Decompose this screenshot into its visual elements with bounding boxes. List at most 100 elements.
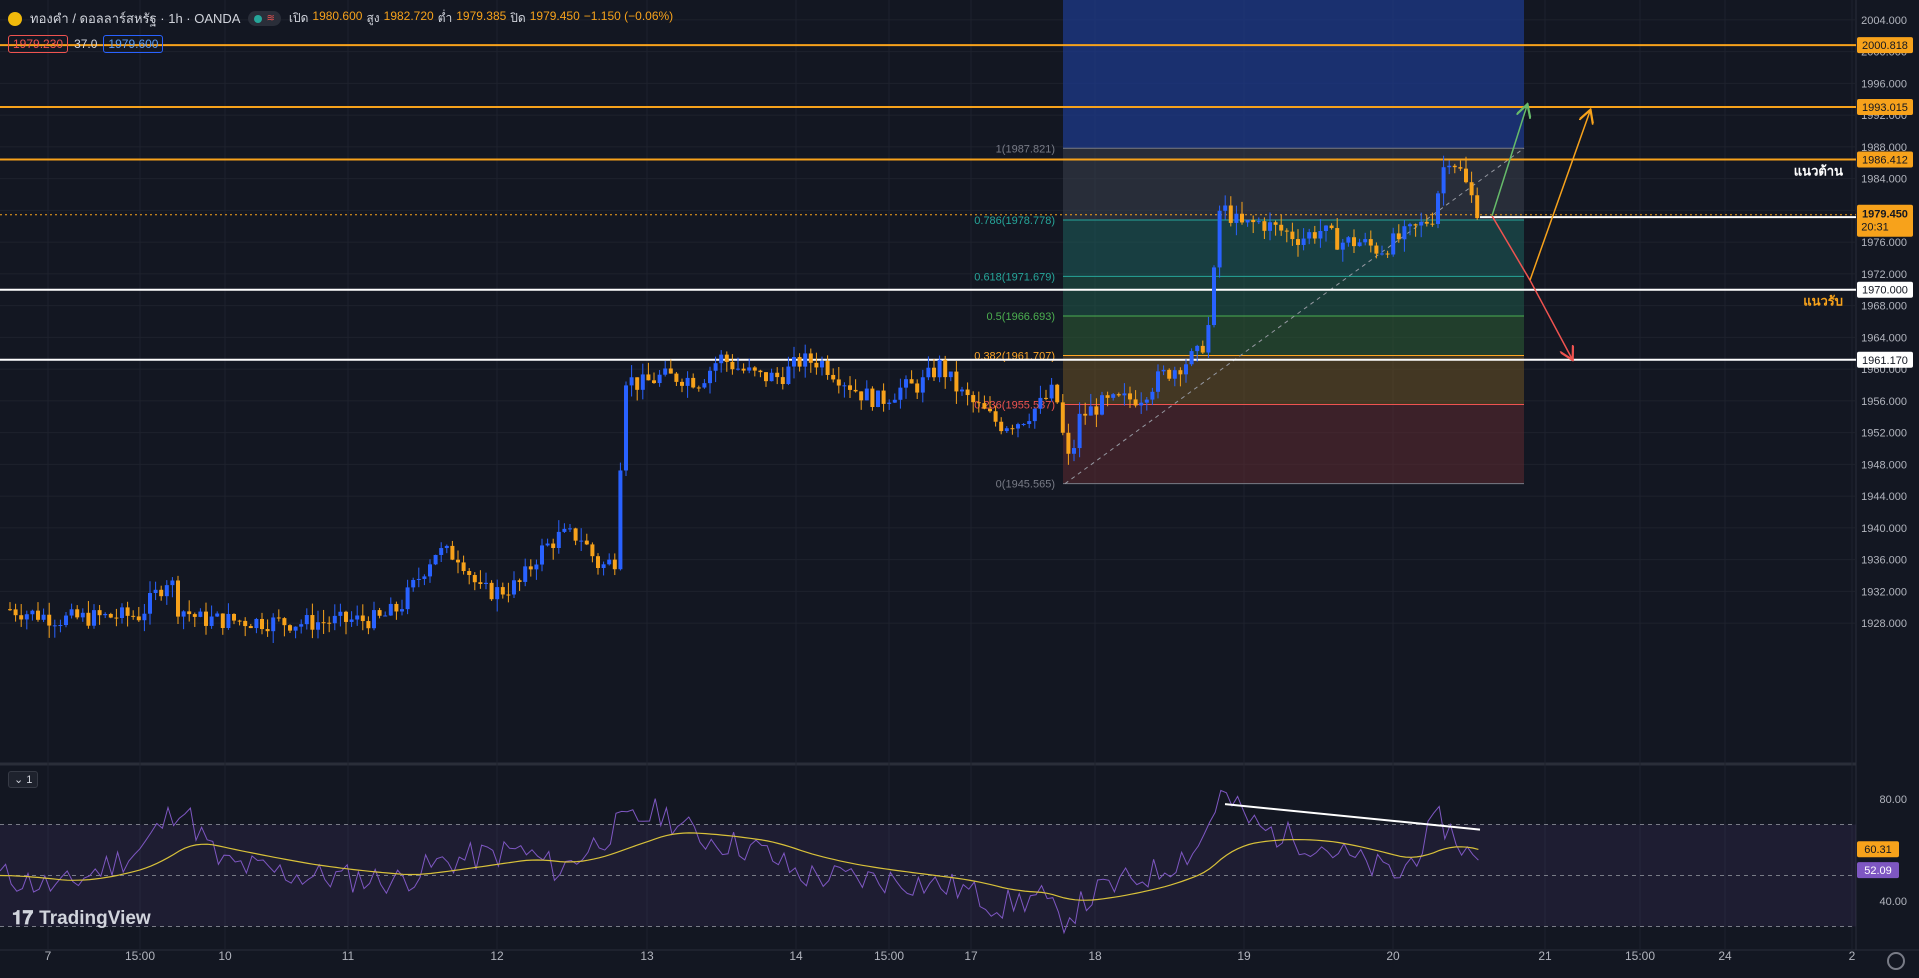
candle-body — [444, 545, 449, 549]
candle-body — [1139, 402, 1144, 406]
candle-body — [69, 609, 74, 616]
candle-body — [192, 614, 197, 617]
low-label: ต่ำ — [437, 11, 453, 25]
buy-button[interactable]: 1979.600 — [103, 35, 164, 53]
candle-body — [775, 372, 780, 378]
candle-body — [472, 575, 477, 583]
candle-body — [792, 357, 796, 367]
support-label: แนวรับ — [1803, 294, 1843, 309]
candle-body — [170, 580, 175, 586]
candle-body — [1150, 391, 1155, 400]
candle-body — [243, 620, 248, 627]
candle-body — [1105, 395, 1110, 398]
symbol-title[interactable]: ทองคำ / ดอลลาร์สหรัฐ · 1h · OANDA — [30, 11, 241, 26]
candle-body — [30, 610, 35, 615]
waves-icon: ≋ — [266, 13, 275, 24]
candle-body — [517, 580, 522, 582]
candle-body — [1217, 210, 1222, 268]
candle-body — [1419, 221, 1424, 226]
candle-body — [372, 610, 376, 629]
candle-body — [629, 377, 634, 386]
candle-body — [1077, 413, 1082, 449]
candle-body — [92, 610, 96, 626]
candle-body — [663, 368, 668, 375]
candle-body — [1284, 230, 1289, 232]
candle-body — [1088, 406, 1093, 416]
candle-body — [948, 371, 953, 378]
rsi-line — [0, 789, 1479, 935]
candle-body — [1100, 395, 1104, 415]
rsi-value-tag — [1857, 862, 1899, 879]
candle-body — [1072, 448, 1076, 454]
current-price-tag — [1857, 204, 1913, 237]
rsi-length: 1 — [26, 774, 33, 786]
market-status-pill[interactable]: ≋ — [248, 11, 281, 26]
candle-body — [999, 421, 1004, 432]
candle-body — [125, 607, 130, 616]
time-axis-tick: 24 — [1718, 949, 1732, 963]
price-axis-tick: 1968.000 — [1861, 301, 1907, 313]
candle-body — [853, 389, 858, 392]
candle-body — [674, 373, 679, 382]
candle-body — [293, 626, 298, 631]
candle-body — [1021, 423, 1026, 425]
settings-gear-icon[interactable] — [1887, 952, 1905, 970]
close-label: ปิด — [510, 11, 526, 25]
candle-body — [719, 354, 724, 364]
market-open-icon — [254, 14, 263, 23]
candle-body — [1346, 237, 1351, 243]
candle-body — [1464, 168, 1468, 183]
open-label: เปิด — [288, 11, 309, 25]
current-price-tag-value: 1979.450 — [1862, 209, 1908, 221]
candle-body — [467, 571, 472, 576]
candle-body — [954, 371, 959, 392]
candle-body — [1094, 406, 1099, 415]
candle-body — [1049, 384, 1054, 399]
candle-body — [652, 380, 656, 384]
rsi-ma-tag-text: 60.31 — [1864, 844, 1892, 856]
sell-button[interactable]: 1979.230 — [8, 35, 69, 53]
candle-body — [450, 545, 455, 560]
candle-body — [1206, 325, 1211, 353]
rsi-ma-tag — [1857, 841, 1899, 858]
candle-body — [187, 611, 192, 615]
candle-body — [943, 359, 948, 378]
time-axis-tick: 15:00 — [874, 949, 904, 963]
price-axis-tick: 1952.000 — [1861, 428, 1907, 440]
high-value: 1982.720 — [383, 9, 434, 23]
tradingview-logo-icon: 𝟏𝟕 — [12, 908, 34, 929]
candle-body — [864, 388, 869, 401]
candle-body — [836, 379, 841, 386]
candle-body — [209, 616, 214, 626]
candle-body — [915, 383, 920, 393]
candle-body — [489, 582, 494, 600]
rsi-value-tag-text: 52.09 — [1864, 865, 1892, 877]
price-axis-tick: 1996.000 — [1861, 78, 1907, 90]
candle-body — [551, 543, 556, 549]
trade-buttons: 1979.230 37.0 1979.600 — [8, 35, 164, 53]
candle-body — [248, 626, 253, 629]
candle-body — [1447, 165, 1452, 168]
candle-body — [909, 379, 914, 384]
candle-body — [1111, 394, 1116, 398]
candle-body — [97, 610, 102, 616]
candle-body — [1060, 402, 1065, 433]
price-axis-tick: 1928.000 — [1861, 618, 1907, 630]
candle-body — [932, 367, 936, 378]
rsi-collapse-button[interactable]: ⌄ 1 — [8, 771, 39, 788]
candle-body — [1335, 228, 1340, 250]
time-axis-tick: 13 — [640, 949, 654, 963]
price-axis-tick: 1984.000 — [1861, 174, 1907, 186]
candle-body — [176, 580, 180, 617]
candle-body — [260, 619, 264, 630]
candle-body — [808, 353, 813, 363]
candle-body — [1161, 369, 1166, 372]
ohlc-values: เปิด 1980.600 สูง 1982.720 ต่ำ 1979.385 ปิด… — [289, 9, 673, 28]
candle-body — [534, 564, 539, 570]
candle-body — [1469, 182, 1474, 196]
candle-body — [870, 388, 875, 408]
candle-body — [254, 619, 259, 629]
price-axis-tick: 1948.000 — [1861, 459, 1907, 471]
candle-body — [500, 587, 505, 595]
